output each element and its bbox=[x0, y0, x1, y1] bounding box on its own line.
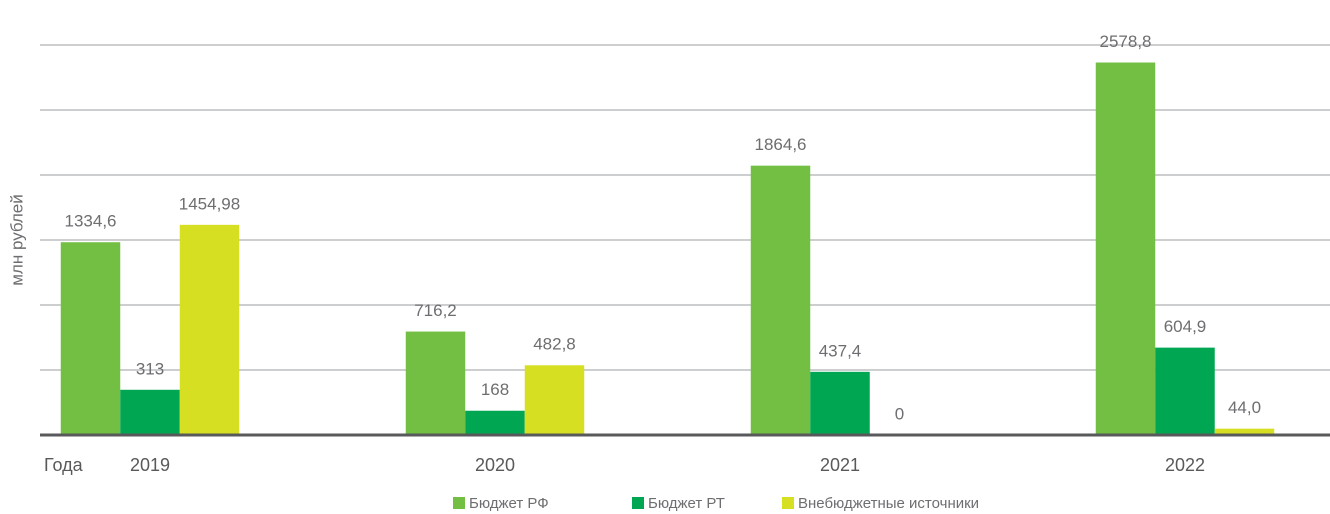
legend-label: Внебюджетные источники bbox=[798, 495, 979, 512]
value-label: 44,0 bbox=[1228, 398, 1261, 417]
bar bbox=[1214, 428, 1275, 435]
bar bbox=[810, 371, 870, 435]
value-label: 1454,98 bbox=[179, 194, 240, 213]
legend-swatch bbox=[453, 497, 465, 509]
value-label: 716,2 bbox=[414, 301, 457, 320]
value-label: 482,8 bbox=[533, 335, 576, 354]
x-tick-label: 2021 bbox=[820, 455, 860, 475]
value-label: 313 bbox=[136, 359, 164, 378]
bar bbox=[179, 224, 240, 435]
bar bbox=[750, 165, 811, 435]
legend-swatch bbox=[632, 497, 644, 509]
bar bbox=[1155, 347, 1215, 435]
x-axis-label: Года bbox=[44, 455, 84, 475]
value-label: 437,4 bbox=[819, 341, 862, 360]
legend-label: Бюджет РФ bbox=[469, 495, 549, 512]
legend-swatch bbox=[782, 497, 794, 509]
value-label: 604,9 bbox=[1164, 317, 1207, 336]
y-axis-label: млн рублей bbox=[7, 194, 26, 286]
value-label: 1864,6 bbox=[755, 135, 807, 154]
value-label: 0 bbox=[895, 404, 904, 423]
bar bbox=[1095, 62, 1156, 436]
bar bbox=[465, 410, 525, 435]
bar bbox=[60, 242, 121, 435]
bar bbox=[524, 365, 585, 435]
bar bbox=[120, 389, 180, 435]
value-label: 1334,6 bbox=[65, 212, 117, 231]
bar bbox=[405, 331, 466, 435]
x-tick-label: 2020 bbox=[475, 455, 515, 475]
x-tick-label: 2022 bbox=[1165, 455, 1205, 475]
x-tick-label: 2019 bbox=[130, 455, 170, 475]
legend-label: Бюджет РТ bbox=[648, 495, 725, 512]
value-label: 168 bbox=[481, 380, 509, 399]
value-label: 2578,8 bbox=[1100, 32, 1152, 51]
